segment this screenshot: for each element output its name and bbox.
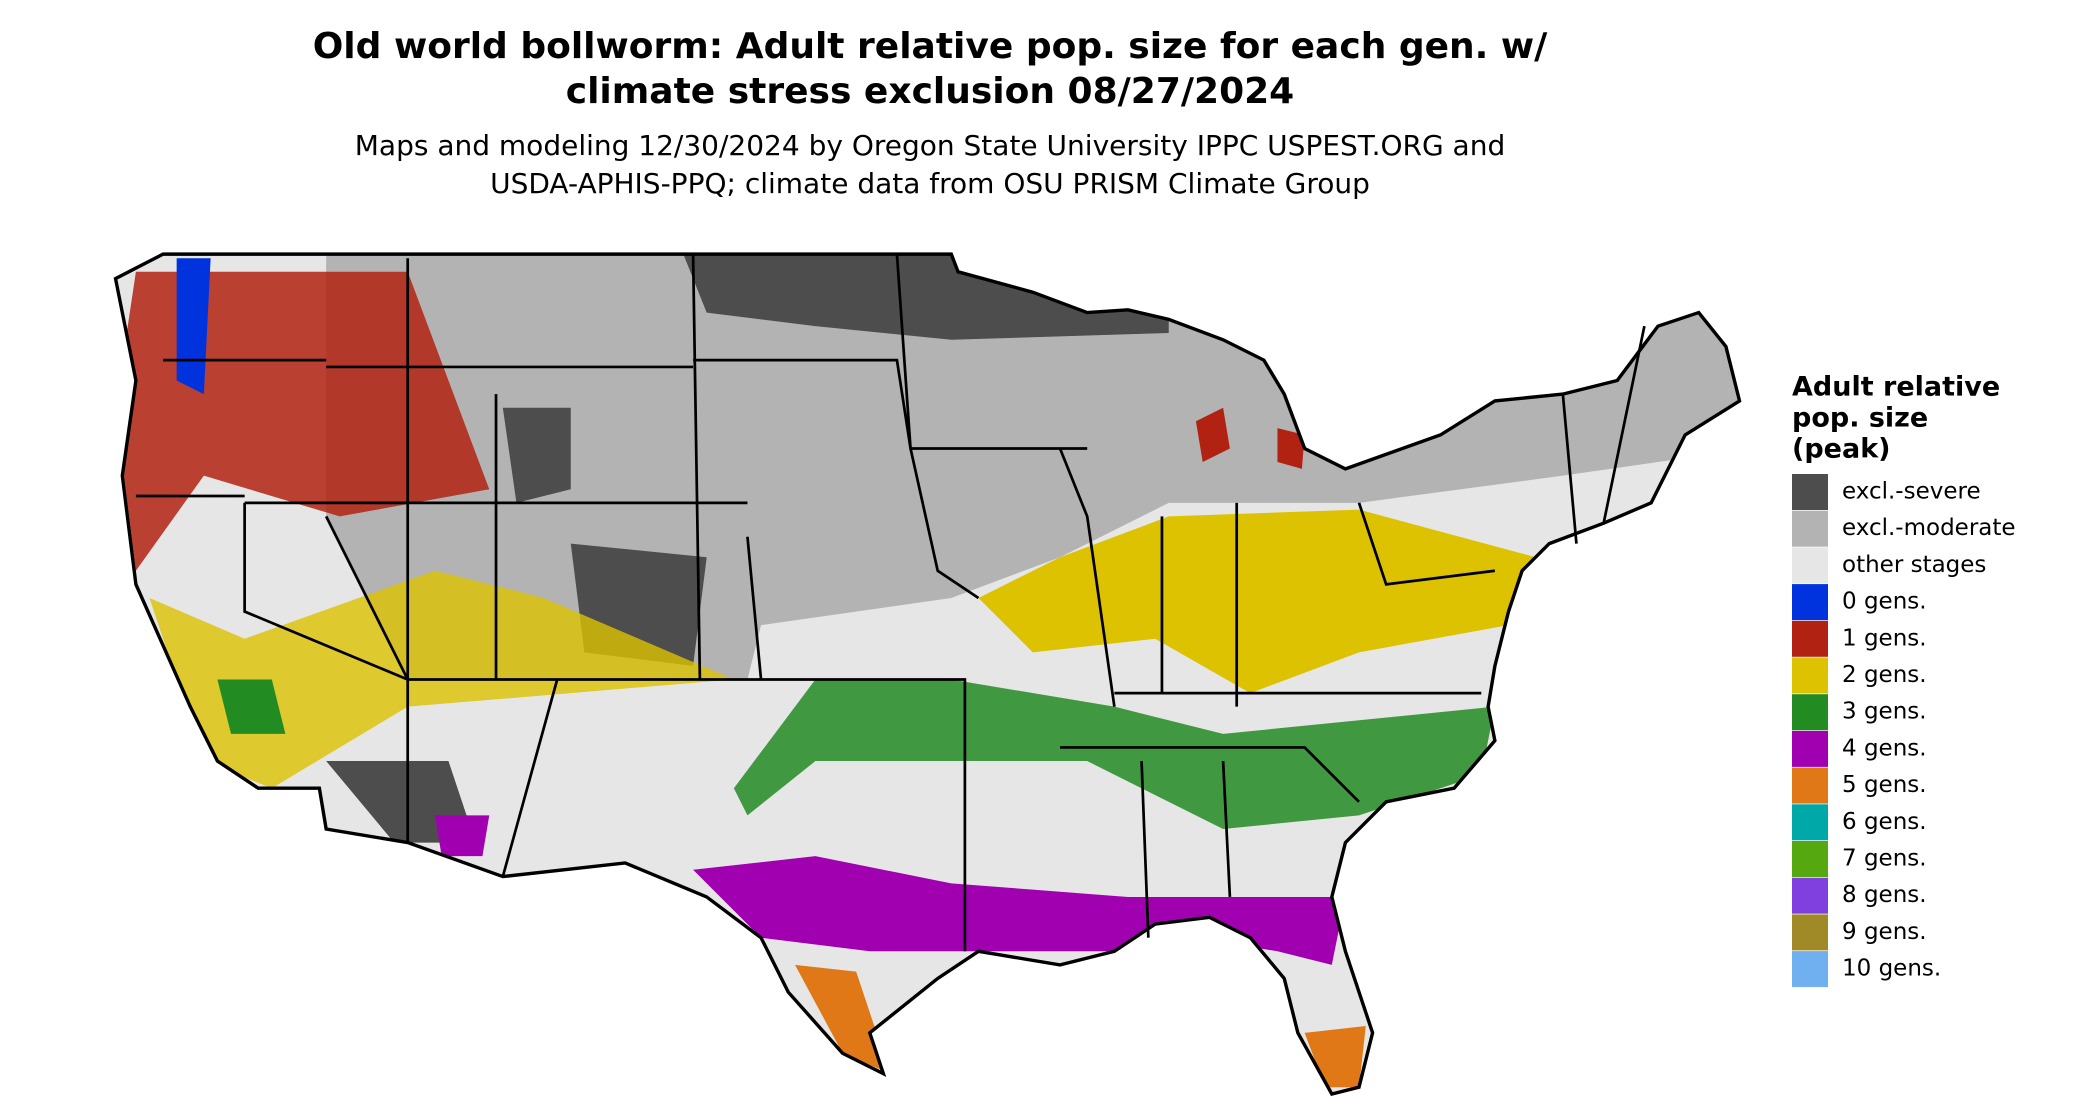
legend-swatch (1792, 620, 1828, 657)
region-3-gen (217, 679, 286, 734)
legend: excl.-severe excl.-moderate other stages 0 … (1792, 474, 2016, 988)
legend-swatch (1792, 584, 1828, 621)
legend-swatch (1792, 730, 1828, 767)
legend-swatch (1792, 547, 1828, 584)
legend-label: 8 gens. (1842, 882, 1927, 908)
legend-title: (peak) (1792, 434, 1891, 465)
legend-label: 3 gens. (1842, 699, 1927, 725)
legend-swatch (1792, 951, 1828, 988)
region-3-gen (733, 679, 1495, 829)
legend-swatch (1792, 657, 1828, 694)
legend-label: 2 gens. (1842, 662, 1927, 688)
legend-label: 4 gens. (1842, 735, 1927, 761)
map (113, 252, 1742, 1096)
legend-swatch (1792, 694, 1828, 731)
legend-swatch (1792, 804, 1828, 841)
legend-label: 0 gens. (1842, 589, 1927, 615)
state-borders (135, 254, 1646, 952)
legend-label: 6 gens. (1842, 809, 1927, 835)
legend-label: excl.-severe (1842, 479, 1981, 505)
legend-swatch (1792, 841, 1828, 877)
legend-label: 10 gens. (1842, 956, 1941, 982)
title: Old world bollworm: Adult relative pop. … (313, 26, 1548, 67)
legend-label: 1 gens. (1842, 625, 1927, 651)
legend-swatch (1792, 914, 1828, 951)
region-excl-severe (679, 254, 1169, 340)
region-5-gen (795, 964, 1366, 1088)
legend-title: pop. size (1792, 403, 1928, 434)
title: climate stress exclusion 08/27/2024 (566, 71, 1294, 112)
region-4-gen (434, 815, 490, 857)
region-excl-severe (326, 407, 707, 843)
legend-label: 9 gens. (1842, 919, 1927, 945)
legend-label: excl.-moderate (1842, 515, 2016, 541)
legend-label: 5 gens. (1842, 772, 1927, 798)
legend-label: 7 gens. (1842, 846, 1927, 872)
region-2-gen (978, 509, 1536, 694)
legend-swatch (1792, 877, 1828, 914)
legend-swatch (1792, 767, 1828, 804)
region-1-gen (1195, 407, 1305, 469)
legend-title: Adult relative (1792, 372, 2000, 403)
subtitle: USDA-APHIS-PPQ; climate data from OSU PR… (490, 167, 1370, 200)
region-1-gen (115, 271, 490, 571)
legend-label: other stages (1842, 552, 1986, 578)
subtitle: Maps and modeling 12/30/2024 by Oregon S… (355, 129, 1506, 162)
legend-swatch (1792, 474, 1828, 510)
legend-swatch (1792, 510, 1828, 547)
